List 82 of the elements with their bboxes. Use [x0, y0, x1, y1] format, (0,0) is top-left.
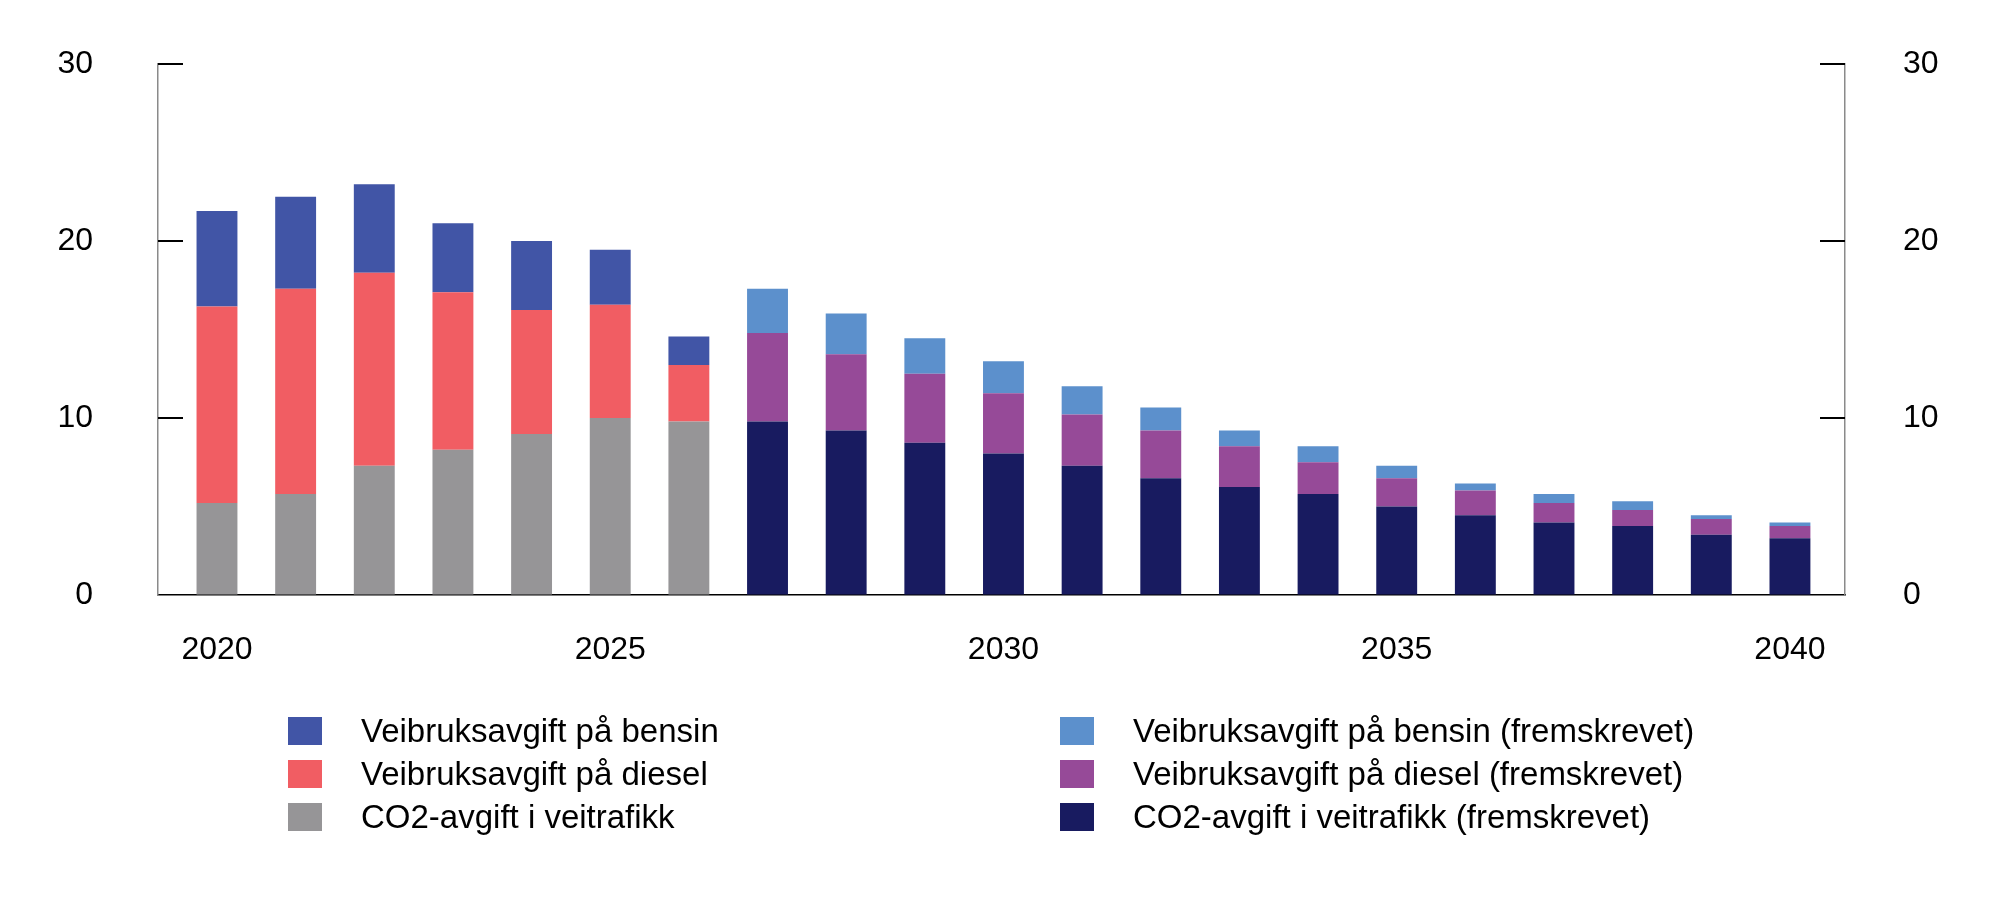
bar	[1533, 502, 1575, 523]
bar	[1454, 490, 1496, 516]
bar	[1218, 446, 1260, 488]
bar	[1533, 494, 1575, 503]
bar	[511, 433, 553, 595]
bar	[1297, 446, 1339, 463]
y2-tick-label: 20	[1903, 220, 1939, 257]
legend-label: CO2-avgift i veitrafikk (fremskrevet)	[1133, 797, 1651, 836]
y2-tick-label: 30	[1903, 43, 1939, 80]
bar	[1769, 538, 1811, 595]
bar	[747, 421, 788, 595]
bar	[1061, 414, 1103, 466]
bar	[275, 288, 317, 495]
legend-label: Veibruksavgift på diesel (fremskrevet)	[1133, 754, 1684, 793]
bar	[432, 292, 474, 450]
bar	[1454, 515, 1496, 595]
legend-label: Veibruksavgift på bensin (fremskrevet)	[1133, 711, 1695, 750]
bar	[1140, 478, 1182, 595]
legend-label: CO2-avgift i veitrafikk	[361, 797, 675, 836]
bar	[1218, 487, 1260, 595]
bar	[1612, 510, 1654, 526]
bar	[353, 465, 395, 595]
bar	[747, 333, 788, 422]
y-tick-label: 20	[57, 220, 93, 257]
bar	[511, 310, 553, 434]
legend-label: Veibruksavgift på bensin	[361, 711, 719, 750]
y-tick-label: 0	[75, 574, 93, 611]
bar	[904, 338, 946, 374]
bar	[825, 313, 867, 355]
bar	[275, 494, 317, 595]
bar	[747, 288, 788, 334]
bar	[1612, 501, 1654, 511]
bar	[1690, 518, 1732, 535]
bar	[1218, 430, 1260, 447]
bar	[589, 418, 631, 595]
bar	[1061, 465, 1103, 595]
y2-tick-label: 10	[1903, 397, 1939, 434]
bar	[353, 272, 395, 466]
bar	[825, 430, 867, 595]
x-tick-label: 2040	[1754, 630, 1826, 667]
bar	[1533, 522, 1575, 595]
bar	[825, 354, 867, 431]
bar	[1297, 462, 1339, 495]
bar	[1376, 478, 1418, 507]
y-tick-label: 30	[57, 43, 93, 80]
x-tick-label: 2030	[967, 630, 1040, 667]
bar	[983, 453, 1024, 595]
bar	[1690, 534, 1732, 595]
bar	[275, 196, 317, 289]
bar	[668, 336, 710, 365]
bar	[589, 304, 631, 418]
bar	[1061, 386, 1103, 415]
bar	[1454, 483, 1496, 491]
bar	[1140, 407, 1182, 431]
y2-tick-label: 0	[1903, 574, 1921, 611]
bar	[1297, 494, 1339, 595]
bar	[904, 442, 946, 595]
bar	[196, 210, 238, 307]
bar	[1376, 465, 1418, 479]
bar	[196, 306, 238, 503]
x-tick-label: 2035	[1361, 630, 1433, 667]
bar	[589, 249, 631, 305]
bar	[1140, 430, 1182, 479]
bar	[983, 361, 1024, 394]
bar	[353, 184, 395, 273]
bar	[904, 373, 946, 443]
bar	[1612, 525, 1654, 595]
x-tick-label: 2025	[574, 630, 646, 667]
bar	[1376, 506, 1418, 595]
y-tick-label: 10	[57, 397, 93, 434]
bar	[196, 502, 238, 595]
bar	[1769, 525, 1811, 539]
bar	[1690, 515, 1732, 519]
bar	[983, 393, 1024, 454]
bar	[668, 421, 710, 595]
bar	[432, 449, 474, 595]
bar	[1769, 522, 1811, 526]
bar	[511, 241, 553, 311]
legend-label: Veibruksavgift på diesel	[361, 754, 708, 793]
bar	[432, 223, 474, 293]
bar	[668, 364, 710, 422]
x-tick-label: 2020	[181, 630, 253, 667]
